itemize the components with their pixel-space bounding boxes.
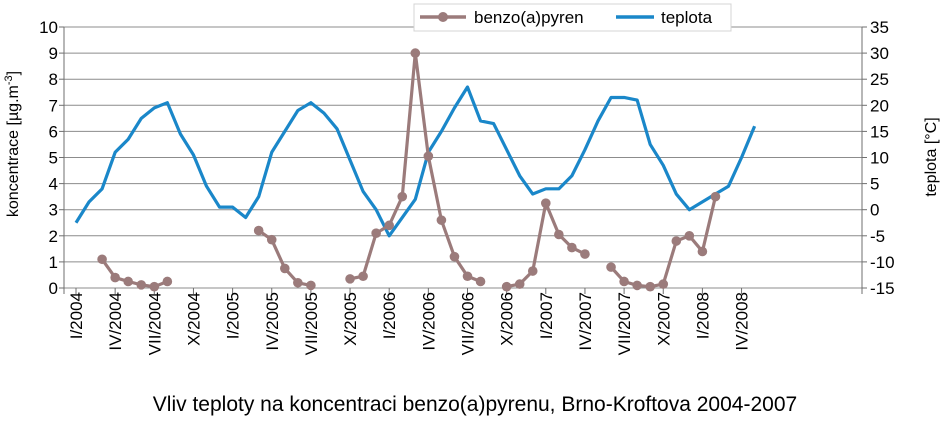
benzo-a-pyren-line-segment-0 (100, 258, 168, 289)
y2-tick-label-10: 35 (870, 18, 889, 37)
benzo-a-pyren-point-18 (436, 215, 447, 225)
y-tick-label-9: 9 (49, 44, 58, 63)
benzo-a-pyren-point-36 (697, 246, 708, 257)
benzo-a-pyren-point-30 (619, 276, 629, 287)
benzo-a-pyren-point-24 (527, 266, 538, 276)
y-tick-label-3: 3 (49, 201, 58, 220)
x-tick-label-17: IV/2008 (733, 292, 752, 351)
x-tick-label-10: VII/2006 (459, 292, 478, 355)
y2-tick-label-4: 5 (870, 175, 879, 194)
benzo-a-pyren-point-14 (384, 220, 395, 231)
benzo-a-pyren-point-32 (645, 281, 655, 292)
y2-tick-label-9: 30 (870, 44, 889, 63)
y2-tick-label-0: -15 (870, 279, 895, 298)
benzo-a-pyren-line-segment-2 (349, 51, 482, 283)
benzo-a-pyren-point-16 (410, 48, 421, 58)
benzo-a-pyren-point-27 (567, 242, 577, 253)
y-tick-label-10: 10 (39, 18, 58, 37)
benzo-a-pyren-point-34 (671, 236, 682, 246)
legend-benzo-a-pyren-marker (438, 12, 448, 22)
benzo-a-pyren-point-33 (658, 279, 669, 289)
benzo-a-pyren-point-26 (554, 229, 564, 240)
y2-tick-label-7: 20 (870, 96, 889, 115)
y2-tick-label-8: 25 (870, 70, 889, 89)
benzo-a-pyren-point-5 (162, 276, 173, 287)
benzo-a-pyren-point-35 (684, 231, 695, 241)
y-tick-label-6: 6 (49, 122, 58, 141)
y2-tick-label-1: -10 (870, 253, 895, 272)
x-tick-label-0: I/2004 (67, 292, 86, 339)
x-tick-label-6: VII/2005 (302, 292, 321, 355)
y2-tick-label-2: -5 (870, 227, 885, 246)
benzo-a-pyren-point-10 (306, 280, 316, 291)
x-tick-label-13: IV/2007 (576, 292, 595, 351)
x-tick-label-5: IV/2005 (263, 292, 282, 351)
y-axis-right-ticks: -15 -10 -5 0 5 10 15 20 25 30 35 (862, 18, 895, 298)
benzo-a-pyren-point-9 (293, 277, 303, 288)
benzo-a-pyren-point-15 (397, 191, 408, 202)
x-tick-label-11: X/2006 (498, 292, 517, 346)
y-tick-label-1: 1 (49, 253, 58, 272)
benzo-a-pyren-point-28 (580, 249, 590, 259)
y-axis-left-title: koncentrace [µg.m-3] (3, 71, 22, 217)
x-tick-label-9: IV/2006 (419, 292, 438, 351)
benzo-a-pyren-point-21 (475, 276, 486, 287)
legend-teplota-label: teplota (661, 8, 713, 27)
benzo-a-pyren-point-19 (449, 251, 460, 262)
benzo-a-pyren-point-31 (632, 280, 642, 291)
y-axis-left-ticks: 0 1 2 3 4 5 6 7 8 9 10 (39, 18, 64, 298)
x-tick-label-1: IV/2004 (106, 292, 125, 351)
benzo-a-pyren-point-20 (462, 271, 473, 282)
benzo-a-pyren-point-7 (266, 234, 277, 245)
legend-benzo-a-pyren-label: benzo(a)pyren (474, 8, 584, 27)
y-tick-label-5: 5 (49, 149, 58, 168)
benzo-a-pyren-point-12 (358, 271, 368, 282)
benzo-a-pyren-point-3 (136, 280, 147, 290)
benzo-a-pyren-point-2 (123, 276, 133, 287)
x-axis-ticks: I/2004 IV/2004 VII/2004 X/2004 I/2005 IV/2005… (67, 288, 752, 355)
benzo-a-pyren-point-22 (501, 281, 512, 292)
series-benzo-a-pyren (97, 48, 721, 292)
y2-tick-label-3: 0 (870, 201, 879, 220)
benzo-a-pyren-point-17 (423, 151, 434, 161)
x-tick-label-2: VII/2004 (145, 292, 164, 355)
axes (63, 27, 863, 294)
benzo-a-pyren-point-13 (371, 228, 381, 238)
x-tick-label-7: X/2005 (341, 292, 360, 346)
x-tick-label-3: X/2004 (184, 292, 203, 346)
y-tick-label-2: 2 (49, 227, 58, 246)
x-tick-label-16: I/2008 (693, 292, 712, 339)
series-teplota (74, 85, 757, 238)
y-tick-label-4: 4 (49, 175, 58, 194)
y-tick-label-8: 8 (49, 70, 58, 89)
benzo-a-pyren-line-segment-1 (257, 229, 312, 287)
benzo-a-pyren-point-23 (514, 279, 525, 289)
gridlines (64, 26, 862, 289)
x-tick-label-14: VII/2007 (615, 292, 634, 355)
benzo-a-pyren-point-0 (97, 254, 107, 265)
y2-tick-label-6: 15 (870, 122, 889, 141)
benzo-a-pyren-point-6 (253, 225, 264, 236)
benzo-a-pyren-point-1 (110, 272, 120, 283)
benzo-a-pyren-point-25 (541, 198, 551, 208)
benzo-a-pyren-point-8 (280, 263, 290, 274)
x-tick-label-8: I/2006 (380, 292, 399, 339)
x-tick-label-12: I/2007 (537, 292, 556, 339)
teplota-line (74, 85, 757, 238)
x-tick-label-4: I/2005 (224, 292, 243, 339)
y-axis-right-title: teplota [°C] (923, 117, 940, 196)
benzo-a-pyren-point-29 (606, 262, 616, 272)
x-tick-label-15: X/2007 (654, 292, 673, 346)
chart-svg: 0 1 2 3 4 5 6 7 8 9 10 -15 -10 -5 0 5 10 15 20 25 30 35 I/20… (3, 3, 940, 355)
y-tick-label-7: 7 (49, 96, 58, 115)
chart-caption: Vliv teploty na koncentraci benzo(a)pyre… (152, 393, 798, 416)
legend-box (413, 3, 732, 32)
benzo-a-pyren-point-11 (345, 274, 355, 284)
benzo-a-pyren-point-4 (149, 281, 160, 292)
legend: benzo(a)pyren teplota (413, 3, 732, 32)
benzo-a-pyren-point-37 (710, 191, 721, 202)
y2-tick-label-5: 10 (870, 149, 889, 168)
y-tick-label-0: 0 (49, 279, 58, 298)
